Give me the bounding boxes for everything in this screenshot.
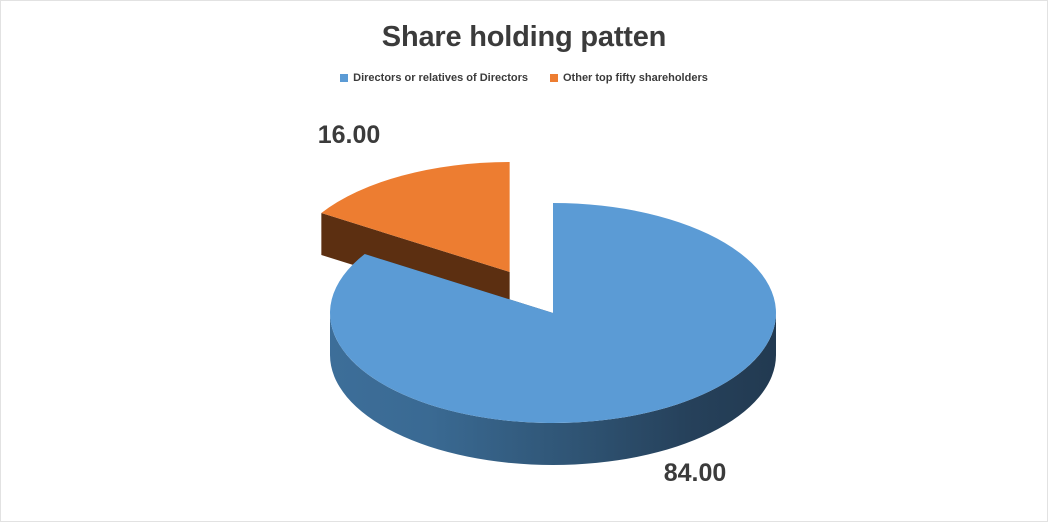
chart-title: Share holding patten (381, 21, 667, 53)
legend-item-directors[interactable]: Directors or relatives of Directors (340, 72, 528, 84)
data-label-directors: 84.00 (664, 459, 727, 487)
pie-slice-directors[interactable] (330, 203, 777, 465)
pie-chart-plot-area: 16.00 84.00 (1, 97, 1047, 521)
data-label-other-shareholders: 16.00 (318, 121, 381, 149)
legend-swatch-other-shareholders (550, 74, 558, 82)
legend-label-directors: Directors or relatives of Directors (353, 72, 528, 84)
legend-item-other-shareholders[interactable]: Other top fifty shareholders (550, 72, 708, 84)
legend-label-other-shareholders: Other top fifty shareholders (563, 72, 708, 84)
pie-chart-svg: 16.00 84.00 (318, 121, 777, 487)
pie-slice-directors-top (330, 203, 777, 423)
pie-slice-directors-rim (330, 313, 776, 465)
legend-swatch-directors (340, 74, 349, 82)
pie-slice-other-shareholders-top (321, 161, 510, 272)
chart-legend: Directors or relatives of Directors Othe… (1, 72, 1047, 84)
